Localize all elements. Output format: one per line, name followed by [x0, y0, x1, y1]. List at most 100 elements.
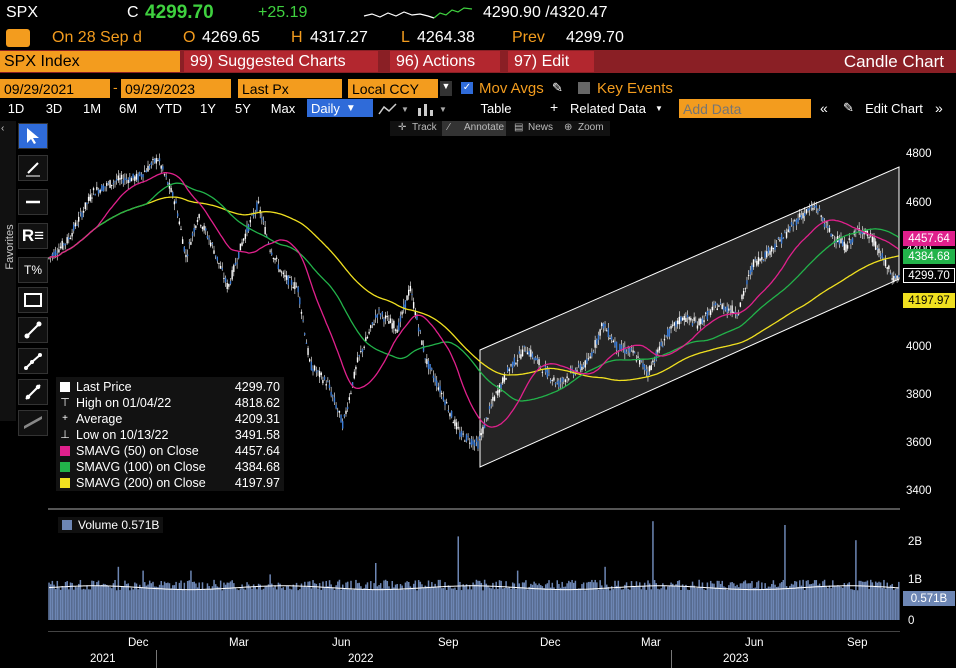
period-3d[interactable]: 3D: [45, 100, 63, 116]
rectangle-tool-icon[interactable]: [18, 287, 48, 313]
suggested-charts-button[interactable]: 99) Suggested Charts: [184, 51, 378, 72]
period-5y[interactable]: 5Y: [235, 100, 251, 116]
security-field[interactable]: SPX Index: [0, 51, 180, 72]
volume-bar: [183, 582, 186, 620]
zoom-button[interactable]: Zoom: [578, 122, 604, 133]
volume-bar: [629, 589, 631, 620]
table-button[interactable]: Table: [480, 100, 512, 116]
currency-dropdown-icon[interactable]: ▼: [440, 81, 452, 96]
volume-bar: [464, 586, 466, 620]
candle-body: [804, 212, 806, 216]
volume-bar: [411, 587, 413, 620]
edit-chart-button[interactable]: Edit Chart: [865, 100, 923, 116]
candle-body: [162, 166, 164, 170]
favorites-strip[interactable]: ‹ Favorites: [0, 121, 16, 421]
candle-body: [775, 245, 778, 247]
candle-body: [454, 419, 456, 426]
period-6m[interactable]: 6M: [118, 100, 138, 116]
pencil-icon[interactable]: ✎: [552, 80, 563, 95]
volume-bar: [668, 585, 671, 620]
volume-bar: [660, 588, 662, 620]
collapse-icon[interactable]: «: [820, 100, 828, 116]
candle-body: [759, 258, 761, 261]
price-field-select[interactable]: Last Px: [238, 79, 342, 98]
candle-body: [139, 172, 141, 176]
bar-dropdown-icon[interactable]: ▼: [439, 105, 447, 114]
candle-body: [92, 188, 95, 191]
candle-body: [84, 202, 86, 210]
volume-bar: [873, 586, 875, 620]
candle-body: [696, 325, 699, 329]
candle-body: [459, 432, 461, 437]
horizontal-line-tool-icon[interactable]: [18, 189, 48, 215]
period-max[interactable]: Max: [270, 100, 296, 116]
period-1y[interactable]: 1Y: [200, 100, 216, 116]
volume-bar: [485, 583, 488, 620]
volume-bar: [180, 580, 182, 620]
candle-body: [181, 239, 184, 244]
shaded-region-tool-icon[interactable]: [18, 410, 48, 436]
multi-point-line-tool-icon[interactable]: [18, 348, 48, 374]
candle-body: [790, 222, 793, 225]
volume-bar: [224, 584, 227, 620]
pencil-tool-icon[interactable]: [18, 155, 48, 181]
volume-bar: [785, 586, 788, 620]
volume-bar: [536, 585, 539, 620]
actions-button[interactable]: 96) Actions: [390, 51, 500, 72]
chart-style-dropdown-icon[interactable]: ▼: [401, 105, 409, 114]
period-1d[interactable]: 1D: [7, 100, 25, 116]
volume-chart[interactable]: [48, 512, 900, 622]
volume-bar: [386, 580, 389, 620]
volume-bar: [893, 589, 895, 620]
end-date-input[interactable]: 09/29/2023: [121, 79, 231, 98]
candle-body: [705, 312, 707, 314]
percent-tool-icon[interactable]: T%: [18, 257, 48, 283]
candle-body: [115, 179, 118, 181]
currency-select[interactable]: Local CCY: [348, 79, 438, 98]
start-date-input[interactable]: 09/29/2021: [0, 79, 110, 98]
volume-bar: [388, 586, 390, 620]
add-data-input[interactable]: [679, 99, 811, 118]
volume-bar: [721, 580, 723, 620]
candle-body: [111, 184, 113, 187]
speedometer-icon[interactable]: [6, 29, 30, 47]
period-1m[interactable]: 1M: [82, 100, 102, 116]
key-events-checkbox[interactable]: [578, 82, 590, 94]
bar-chart-icon[interactable]: [416, 102, 436, 116]
favorites-collapse-icon[interactable]: ‹: [1, 123, 5, 134]
frequency-select[interactable]: Daily ▼: [307, 99, 373, 117]
candle-body: [619, 344, 621, 351]
candle-body: [148, 166, 151, 169]
price-chart[interactable]: [48, 136, 900, 506]
volume-bar: [350, 580, 352, 620]
related-dropdown-icon[interactable]: ▼: [655, 104, 663, 113]
volume-bar: [800, 585, 803, 620]
period-ytd[interactable]: YTD: [156, 100, 182, 116]
news-button[interactable]: News: [528, 122, 554, 133]
annotate-button[interactable]: Annotate: [464, 122, 505, 133]
volume-bar: [213, 579, 215, 620]
candle-body: [563, 379, 565, 381]
volume-bar: [424, 585, 426, 620]
volume-bar: [465, 584, 468, 620]
volume-bar: [642, 586, 644, 620]
retracement-tool-icon[interactable]: R≡: [18, 223, 48, 249]
related-data-button[interactable]: Related Data: [570, 100, 646, 116]
candle-body: [589, 356, 591, 358]
volume-bar: [503, 588, 506, 620]
expand-icon[interactable]: »: [935, 100, 943, 116]
mov-avgs-checkbox[interactable]: ✓: [461, 82, 473, 94]
candle-body: [69, 237, 72, 239]
candle-body: [469, 442, 471, 444]
panel-divider[interactable]: [48, 508, 900, 510]
candle-body: [883, 259, 885, 261]
edit-button[interactable]: 97) Edit: [508, 51, 594, 72]
trendline-tool-icon[interactable]: [18, 317, 48, 343]
volume-bar: [412, 583, 415, 620]
volume-bar: [561, 581, 563, 620]
line-chart-icon[interactable]: [378, 102, 398, 116]
channel-tool-icon[interactable]: [18, 379, 48, 405]
track-button[interactable]: Track: [412, 122, 437, 133]
volume-bar: [243, 588, 245, 620]
pointer-tool-icon[interactable]: [18, 123, 48, 149]
